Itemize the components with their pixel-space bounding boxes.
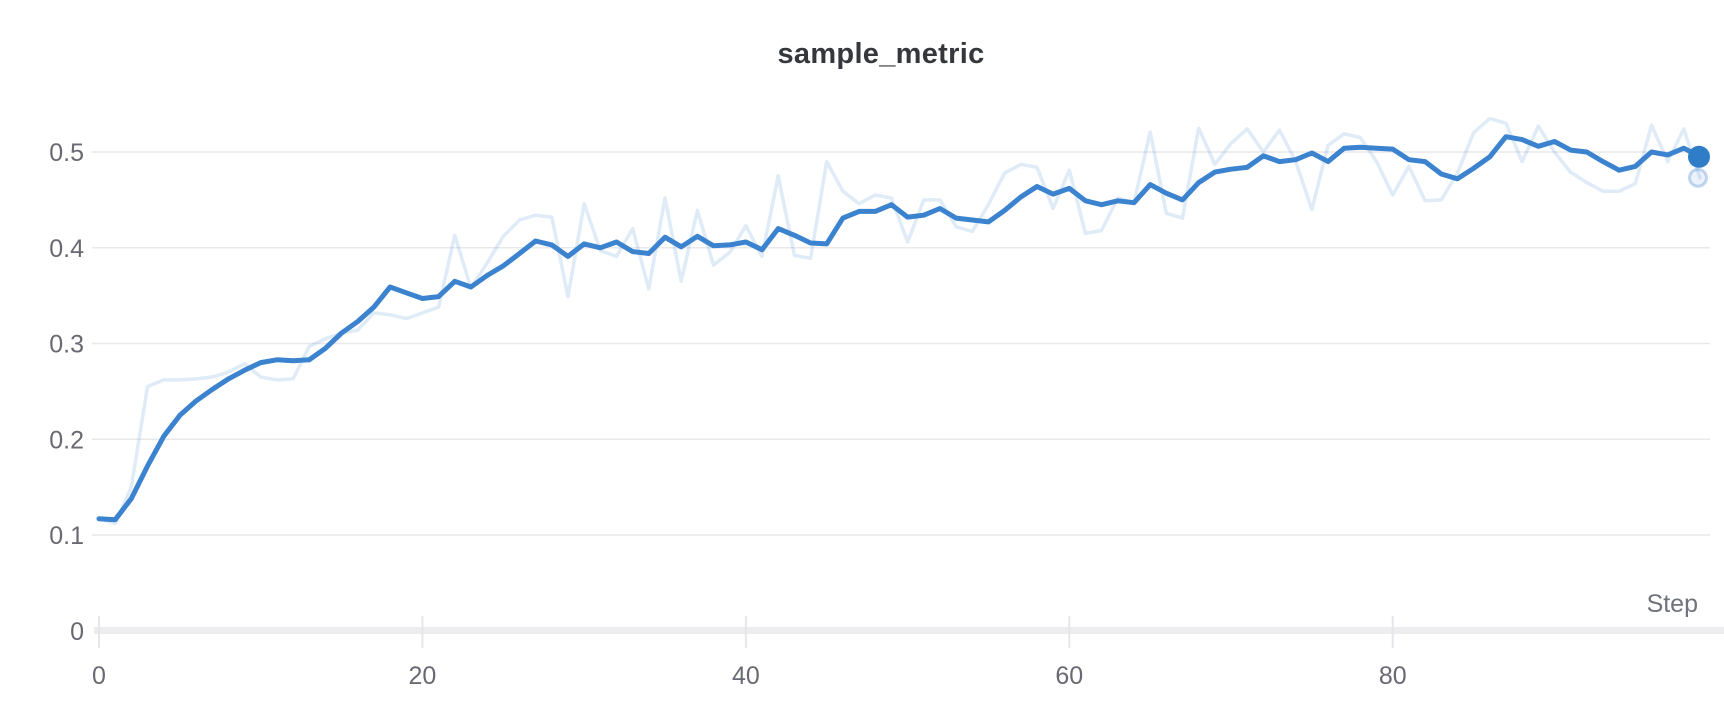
y-tick-label: 0.3 (49, 331, 84, 359)
x-tick-label: 60 (1055, 662, 1083, 690)
y-tick-label: 0.5 (49, 139, 84, 167)
x-tick-label: 20 (409, 662, 437, 690)
y-tick-label: 0.2 (49, 426, 84, 454)
raw-series-line (97, 116, 1702, 526)
x-tick-label: 80 (1379, 662, 1407, 690)
x-axis-line (94, 627, 1724, 634)
x-tick-label: 0 (92, 662, 106, 690)
smoothed-series-line (96, 134, 1703, 523)
x-tick-label: 40 (732, 662, 760, 690)
x-axis-title: Step (1647, 590, 1698, 618)
smoothed-endpoint-dot (1688, 145, 1710, 168)
y-tick-label: 0.4 (49, 235, 84, 263)
raw-endpoint-dot (1688, 167, 1708, 188)
y-tick-label: 0 (70, 618, 84, 646)
y-tick-label: 0.1 (49, 522, 84, 550)
chart-title: sample_metric (777, 38, 985, 70)
